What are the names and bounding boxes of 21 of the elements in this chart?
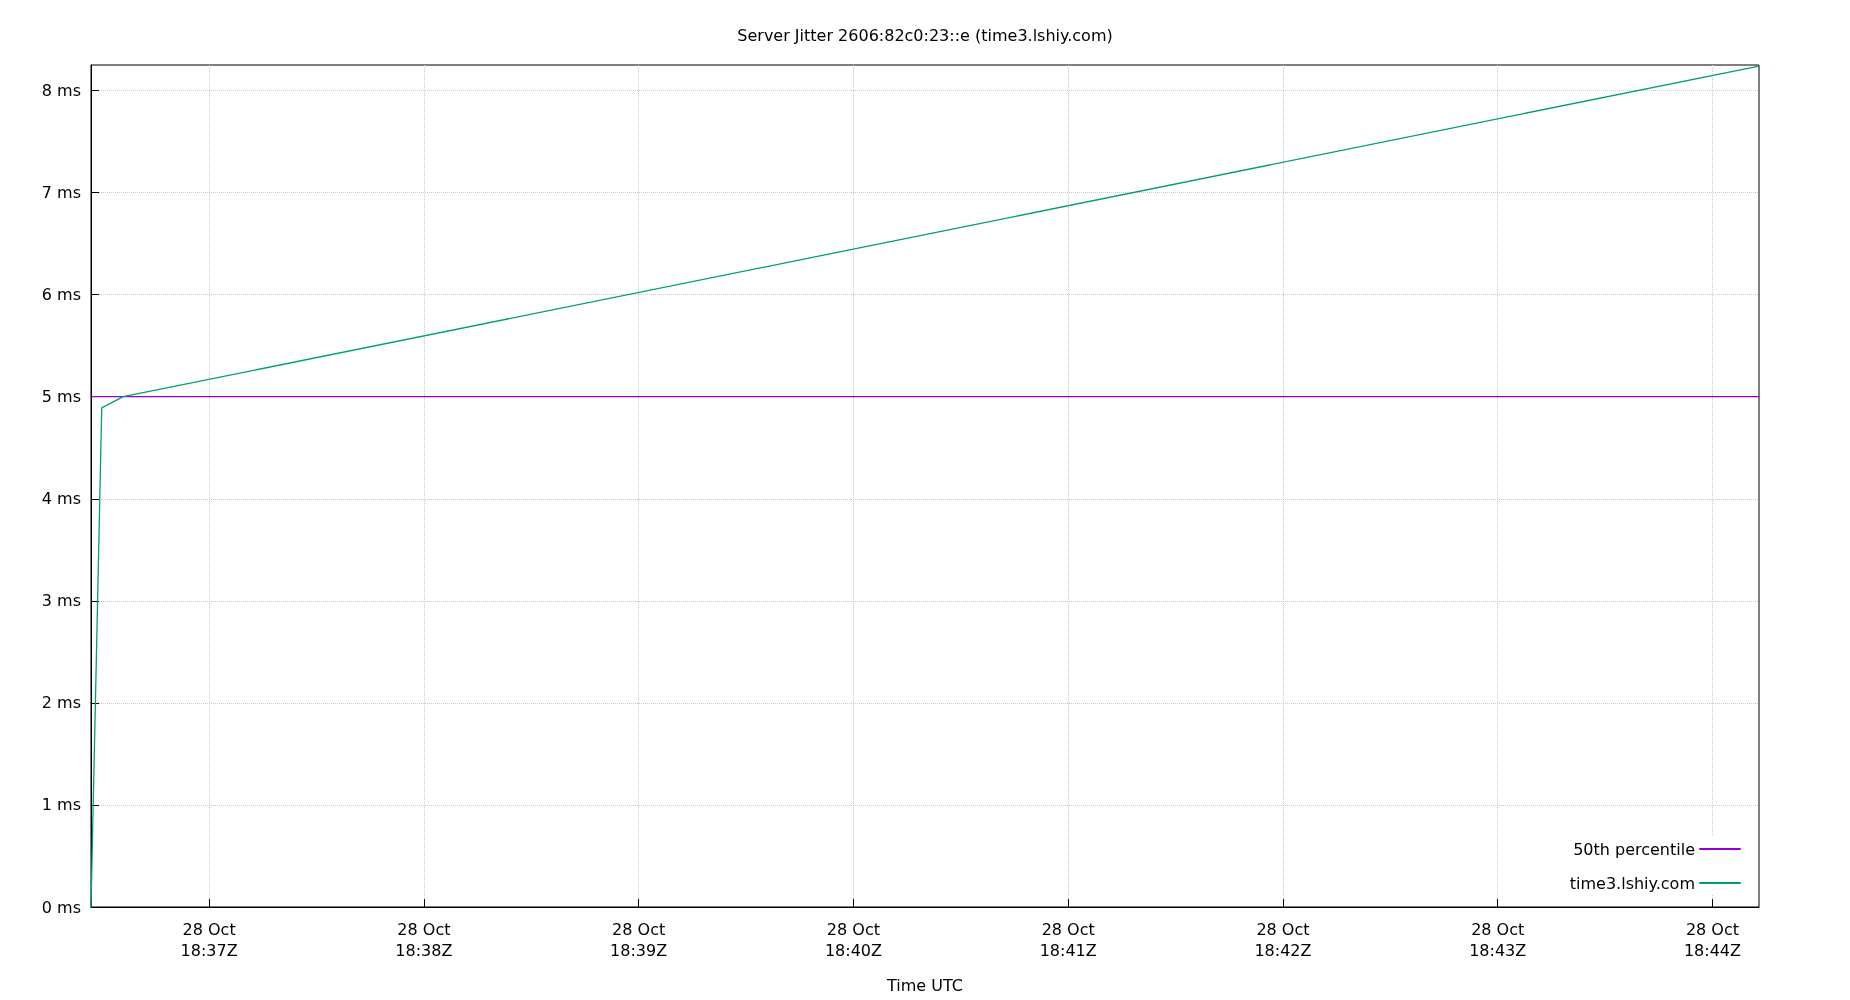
x-tick-label: 28 Oct 18:42Z bbox=[1254, 920, 1312, 960]
y-tick-label: 2 ms bbox=[41, 693, 81, 713]
x-tick-label: 28 Oct 18:38Z bbox=[395, 920, 453, 960]
legend-label: time3.lshiy.com bbox=[1569, 873, 1695, 893]
y-tick-label: 7 ms bbox=[41, 183, 81, 203]
legend-label: 50th percentile bbox=[1573, 839, 1695, 859]
x-tick-label: 28 Oct 18:41Z bbox=[1039, 920, 1097, 960]
y-tick-label: 0 ms bbox=[41, 897, 81, 917]
x-axis-title: Time UTC bbox=[886, 975, 963, 995]
x-tick-label: 28 Oct 18:39Z bbox=[610, 920, 668, 960]
y-tick-label: 5 ms bbox=[41, 387, 81, 407]
y-tick-label: 1 ms bbox=[41, 795, 81, 815]
y-tick-label: 6 ms bbox=[41, 285, 81, 305]
chart-title: Server Jitter 2606:82c0:23::e (time3.lshiy.com) bbox=[737, 25, 1113, 45]
x-tick-label: 28 Oct 18:43Z bbox=[1469, 920, 1527, 960]
y-tick-label: 3 ms bbox=[41, 591, 81, 611]
x-tick-label: 28 Oct 18:44Z bbox=[1683, 920, 1742, 960]
y-tick-label: 4 ms bbox=[41, 489, 81, 509]
x-tick-label: 28 Oct 18:40Z bbox=[824, 920, 882, 960]
x-tick-label: 28 Oct 18:37Z bbox=[180, 920, 238, 960]
y-tick-label: 8 ms bbox=[41, 81, 81, 101]
